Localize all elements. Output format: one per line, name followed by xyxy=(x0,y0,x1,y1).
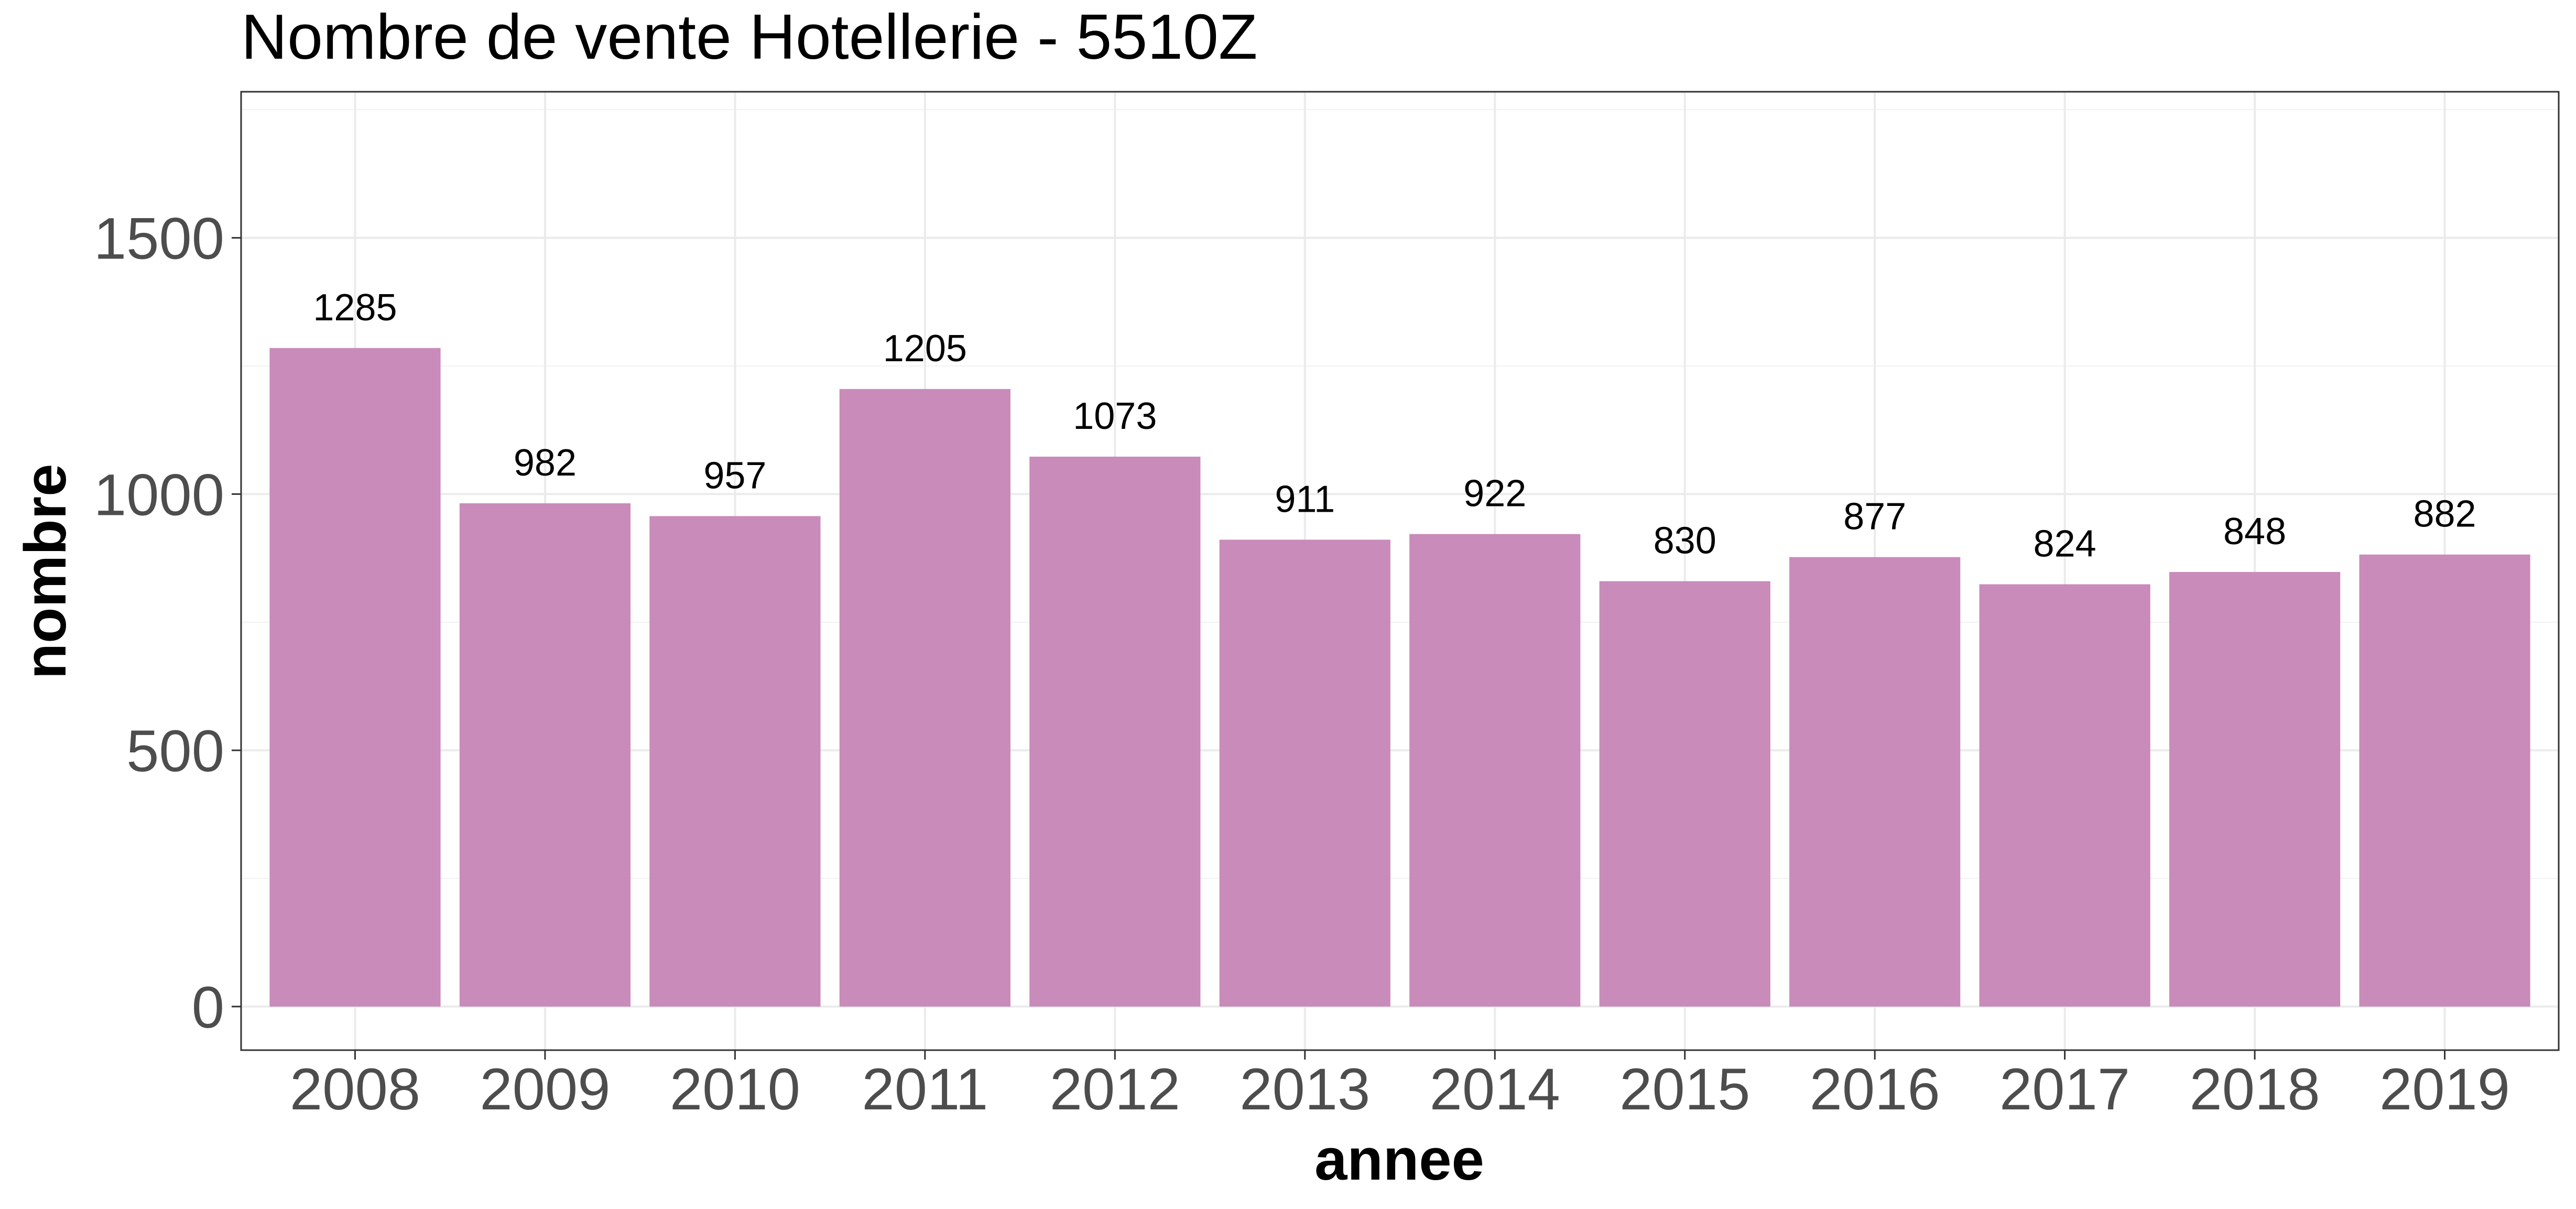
bar-2018 xyxy=(2169,571,2341,1007)
x-tick-label-2012: 2012 xyxy=(1050,1056,1180,1122)
panel-border xyxy=(240,91,2560,1051)
bar-2011 xyxy=(839,388,1010,1007)
y-tick-label: 0 xyxy=(192,975,224,1040)
x-tick-label-2013: 2013 xyxy=(1240,1056,1370,1122)
bar-2010 xyxy=(649,516,821,1007)
bars xyxy=(269,348,2530,1007)
bar-2016 xyxy=(1789,557,1961,1007)
data-label-2014: 922 xyxy=(1463,473,1526,515)
data-label-2013: 911 xyxy=(1275,478,1335,520)
x-tick-label-2009: 2009 xyxy=(480,1056,610,1122)
y-tick-label: 500 xyxy=(126,718,224,784)
plot-panel: 1285 982 957 1205 1073 911 922 830 877 824 848 882 xyxy=(240,91,2560,1051)
data-label-2010: 957 xyxy=(703,455,766,496)
y-tick-label: 1000 xyxy=(94,462,224,527)
x-tick-label-2019: 2019 xyxy=(2379,1056,2510,1122)
y-axis-title: nombre xyxy=(13,464,78,679)
bar-2019 xyxy=(2359,554,2530,1007)
bar-2008 xyxy=(269,348,441,1007)
x-tick-label-2011: 2011 xyxy=(862,1056,988,1122)
bar-2017 xyxy=(1979,584,2150,1007)
x-tick-label-2017: 2017 xyxy=(1999,1056,2130,1122)
data-label-2018: 848 xyxy=(2223,511,2286,553)
x-tick-label-2008: 2008 xyxy=(290,1056,420,1122)
x-axis: 2008 2009 2010 2011 2012 2013 2014 2015 2016 2017… xyxy=(290,1050,2510,1122)
data-label-2019: 882 xyxy=(2413,493,2476,535)
x-tick-label-2018: 2018 xyxy=(2189,1056,2320,1122)
y-axis: 0 500 1000 1500 xyxy=(94,206,241,1040)
x-tick-label-2010: 2010 xyxy=(670,1056,800,1122)
data-label-2016: 877 xyxy=(1843,496,1906,538)
data-labels: 1285 982 957 1205 1073 911 922 830 877 824 848 882 xyxy=(313,287,2476,565)
y-tick-label: 1500 xyxy=(94,206,224,272)
bar-2009 xyxy=(459,503,631,1007)
x-tick-label-2016: 2016 xyxy=(1810,1056,1940,1122)
data-label-2011: 1205 xyxy=(883,328,967,370)
chart-title: Nombre de vente Hotellerie - 5510Z xyxy=(241,1,1257,72)
data-label-2008: 1285 xyxy=(313,287,397,329)
x-tick-label-2014: 2014 xyxy=(1430,1056,1560,1122)
data-label-2009: 982 xyxy=(514,442,577,484)
bar-2014 xyxy=(1409,534,1581,1007)
data-label-2015: 830 xyxy=(1654,520,1716,562)
data-label-2017: 824 xyxy=(2034,523,2096,565)
bar-2013 xyxy=(1219,539,1390,1007)
x-axis-title: annee xyxy=(1314,1127,1484,1192)
data-label-2012: 1073 xyxy=(1073,395,1157,437)
bar-2015 xyxy=(1599,581,1770,1007)
bar-2012 xyxy=(1029,457,1201,1007)
x-tick-label-2015: 2015 xyxy=(1619,1056,1750,1122)
